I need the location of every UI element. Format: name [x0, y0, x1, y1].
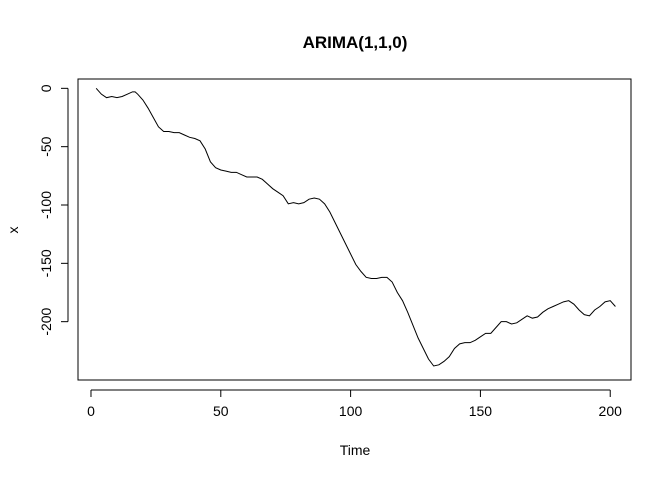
x-tick-label: 150 [469, 403, 493, 419]
x-axis-label: Time [340, 442, 371, 458]
y-tick-label: -200 [38, 307, 54, 335]
y-tick-label: 0 [38, 84, 54, 92]
x-tick-label: 50 [213, 403, 229, 419]
y-tick-label: -150 [38, 249, 54, 277]
x-tick-label: 100 [339, 403, 363, 419]
x-tick-label: 200 [599, 403, 623, 419]
series-line [95, 87, 616, 367]
plot-frame [77, 78, 632, 381]
y-axis-label: x [5, 227, 21, 234]
x-tick-label: 0 [87, 403, 95, 419]
y-tick-label: -50 [38, 136, 54, 156]
y-axis: 0 -50 -100 -150 -200 [38, 84, 69, 336]
x-axis: 0 50 100 150 200 [87, 389, 623, 419]
chart-title: ARIMA(1,1,0) [303, 33, 408, 52]
y-tick-label: -100 [38, 191, 54, 219]
